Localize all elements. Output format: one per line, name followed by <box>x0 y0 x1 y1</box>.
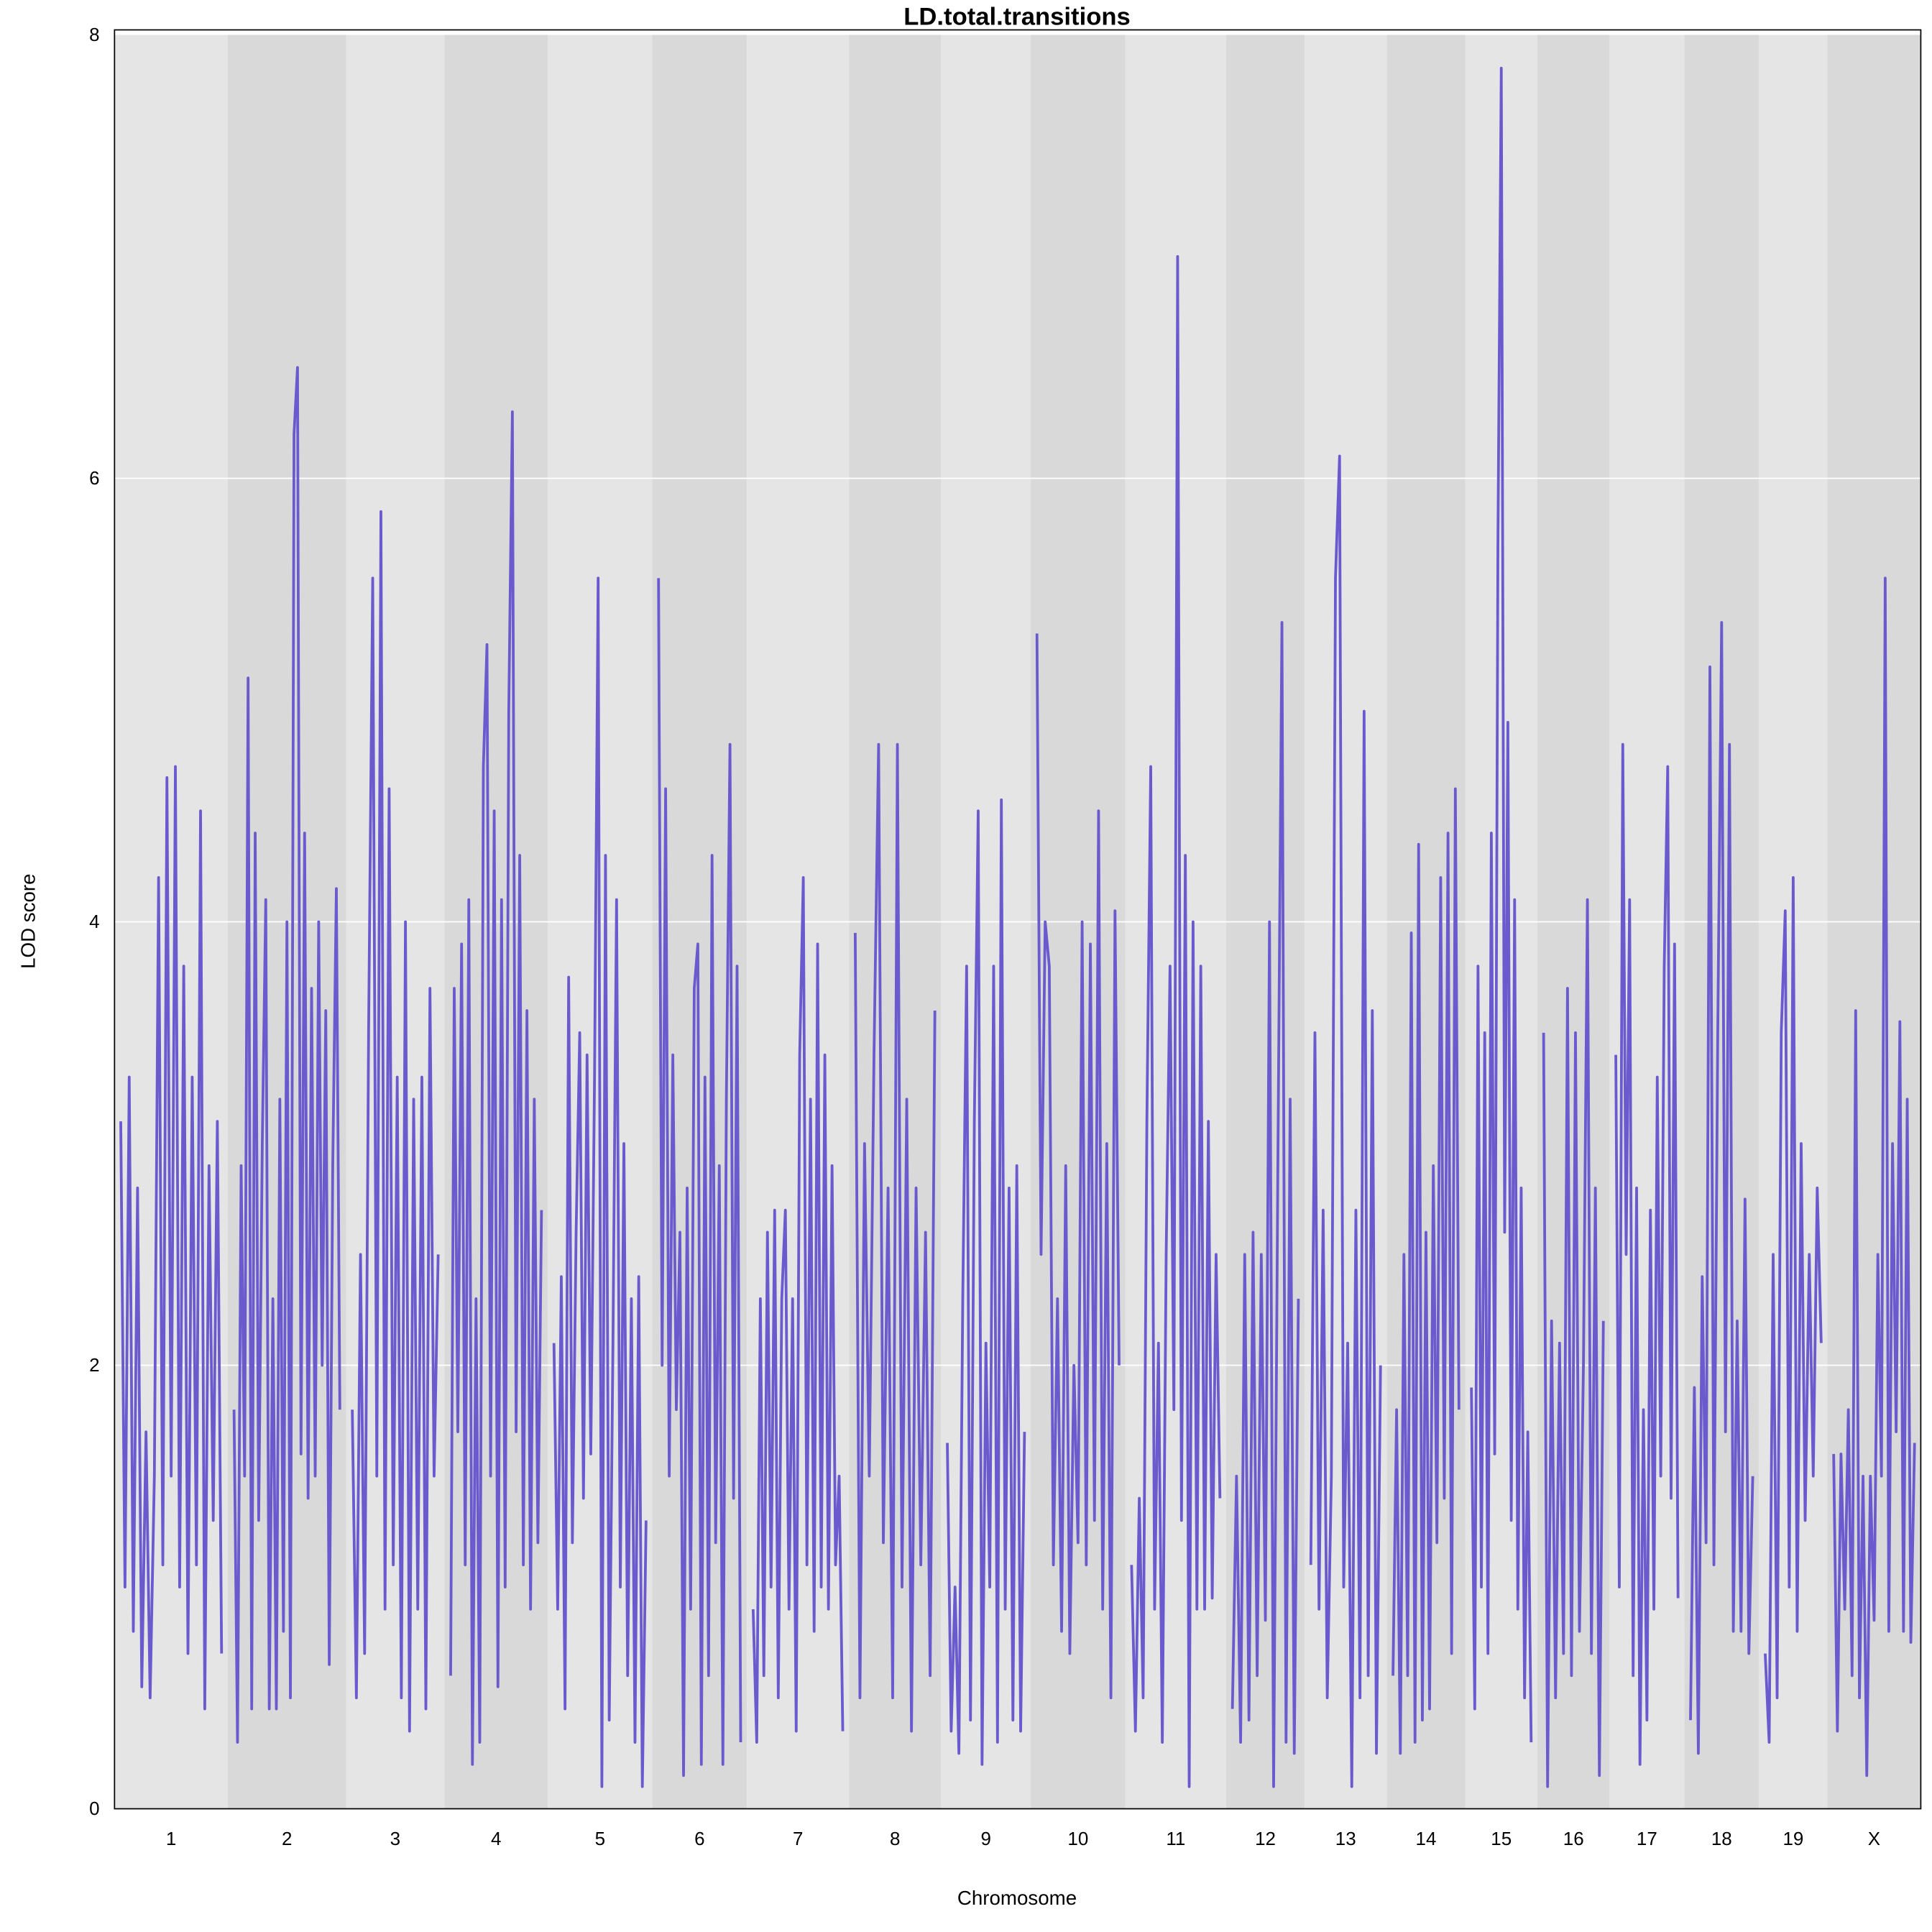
lod-line-chr-7 <box>751 875 845 1744</box>
x-tick-label: 2 <box>282 1828 292 1849</box>
x-tick-label: 5 <box>595 1828 605 1849</box>
x-tick-label: 4 <box>491 1828 501 1849</box>
lod-line-chr-4 <box>449 410 543 1766</box>
lod-line-chr-10 <box>1035 633 1121 1700</box>
x-axis-label: Chromosome <box>957 1887 1077 1909</box>
lod-series <box>119 66 1916 1788</box>
plot-border <box>114 29 1922 1810</box>
lod-line-chr-6 <box>657 578 742 1777</box>
lod-line-chr-17 <box>1614 742 1680 1766</box>
lod-line-chr-15 <box>1470 66 1533 1743</box>
y-tick-label: 2 <box>89 1354 99 1376</box>
x-tick-label: 12 <box>1255 1828 1276 1849</box>
x-tick-label: 16 <box>1563 1828 1584 1849</box>
lod-line-chr-3 <box>351 510 440 1733</box>
lod-line-chr-5 <box>552 576 648 1788</box>
x-tick-label: 19 <box>1782 1828 1803 1849</box>
y-axis: 0 2 4 6 8 <box>89 24 99 1819</box>
lod-line-chr-11 <box>1130 255 1222 1788</box>
lod-line-chr-9 <box>946 798 1026 1766</box>
x-tick-label: 18 <box>1711 1828 1732 1849</box>
x-tick-label: 3 <box>390 1828 400 1849</box>
lod-line-chr-12 <box>1230 621 1300 1788</box>
lod-line-chr-14 <box>1392 787 1460 1755</box>
chart-title: LD.total.transitions <box>903 4 1130 31</box>
x-tick-label: 9 <box>980 1828 990 1849</box>
lod-line-chr-1 <box>119 765 224 1711</box>
x-tick-label: X <box>1868 1828 1880 1849</box>
x-axis: 1 2 3 4 5 6 7 8 9 10 11 12 13 14 15 16 17 18 19 X <box>166 1828 1880 1849</box>
x-tick-label: 15 <box>1491 1828 1512 1849</box>
x-tick-label: 8 <box>890 1828 900 1849</box>
y-axis-label: LOD score <box>17 873 39 968</box>
x-tick-label: 6 <box>694 1828 704 1849</box>
lod-line-chr-16 <box>1542 898 1605 1788</box>
lod-line-chr-13 <box>1309 454 1382 1788</box>
lod-line-chr-X <box>1832 576 1916 1777</box>
x-tick-label: 1 <box>166 1828 176 1849</box>
x-tick-label: 17 <box>1637 1828 1657 1849</box>
lod-line-chr-19 <box>1764 875 1823 1744</box>
x-tick-label: 13 <box>1335 1828 1356 1849</box>
lod-line-chr-2 <box>232 366 341 1744</box>
y-tick-label: 0 <box>89 1798 99 1819</box>
lod-line-chr-18 <box>1689 621 1754 1755</box>
x-tick-label: 11 <box>1166 1828 1185 1849</box>
x-tick-label: 10 <box>1067 1828 1088 1849</box>
y-tick-label: 8 <box>89 24 99 45</box>
y-tick-label: 6 <box>89 467 99 489</box>
x-tick-label: 7 <box>793 1828 803 1849</box>
lod-line-chr-8 <box>853 742 937 1733</box>
x-tick-label: 14 <box>1416 1828 1437 1849</box>
y-tick-label: 4 <box>89 911 99 932</box>
